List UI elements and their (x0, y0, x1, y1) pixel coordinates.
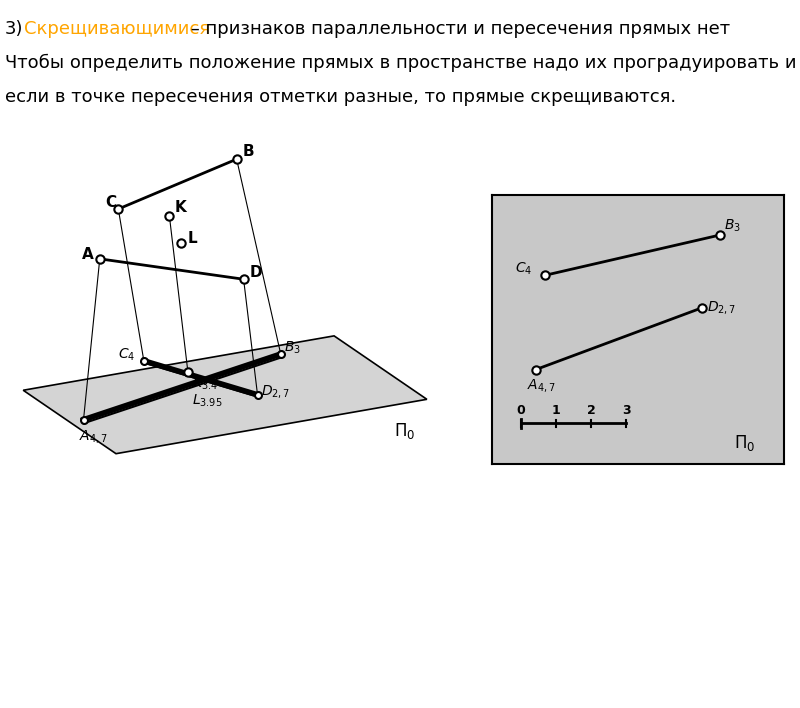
Text: Чтобы определить положение прямых в пространстве надо их проградуировать и: Чтобы определить положение прямых в прос… (5, 54, 797, 72)
Text: $B_3$: $B_3$ (285, 340, 302, 356)
Text: $C_4$: $C_4$ (118, 346, 135, 363)
Text: 2: 2 (587, 404, 596, 417)
Text: $L_{3.95}$: $L_{3.95}$ (192, 393, 222, 409)
Text: $A_{4,7}$: $A_{4,7}$ (79, 428, 108, 445)
Text: – признаков параллельности и пересечения прямых нет: – признаков параллельности и пересечения… (185, 20, 730, 38)
Text: L: L (188, 231, 198, 246)
Text: $D_{2,7}$: $D_{2,7}$ (706, 299, 736, 316)
Text: 1: 1 (552, 404, 561, 417)
Text: $B_3$: $B_3$ (724, 217, 741, 234)
Text: $\Pi_0$: $\Pi_0$ (394, 421, 416, 440)
Text: $D_{2,7}$: $D_{2,7}$ (262, 383, 290, 400)
Text: $A_{4,7}$: $A_{4,7}$ (527, 377, 556, 394)
Text: 3: 3 (622, 404, 630, 417)
Text: K: K (175, 200, 186, 215)
Text: $K_{3.4}$: $K_{3.4}$ (192, 376, 218, 392)
Text: A: A (82, 247, 94, 262)
Text: C: C (106, 195, 117, 210)
Text: 0: 0 (517, 404, 526, 417)
Text: 3): 3) (5, 20, 23, 38)
Text: если в точке пересечения отметки разные, то прямые скрещиваются.: если в точке пересечения отметки разные,… (5, 88, 676, 106)
Text: $C_4$: $C_4$ (515, 261, 533, 277)
Text: $\Pi_0$: $\Pi_0$ (734, 433, 756, 452)
Polygon shape (23, 336, 427, 454)
Text: Скрещивающимися: Скрещивающимися (24, 20, 210, 38)
Text: D: D (249, 265, 262, 280)
Text: B: B (242, 144, 254, 159)
